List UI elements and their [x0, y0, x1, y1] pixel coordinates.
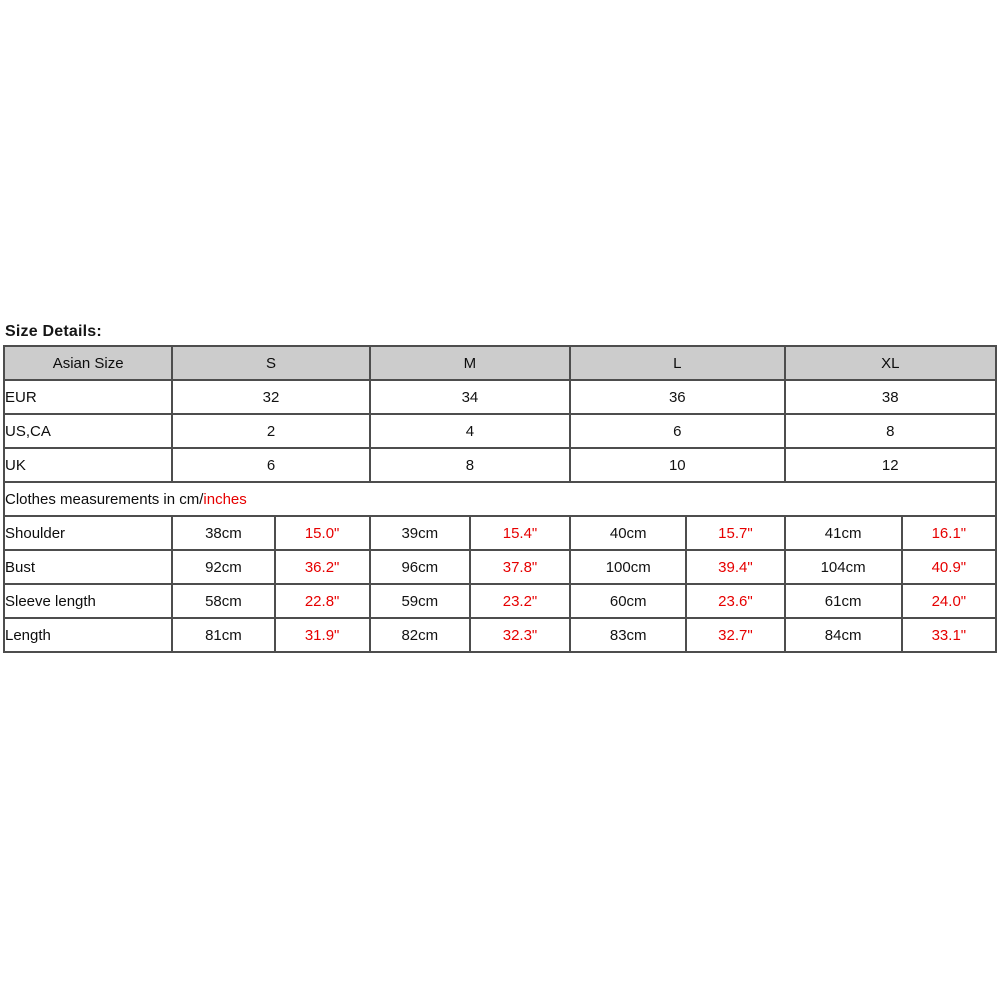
inch-value-cell: 40.9"	[900, 549, 998, 585]
cm-value-cell: 96cm	[368, 549, 471, 585]
row-label-cell: US,CA	[2, 413, 174, 449]
row-label-cell: EUR	[2, 379, 174, 415]
table-row-uk: UK 6 8 10 12	[2, 447, 997, 483]
inch-value-cell: 37.8"	[468, 549, 572, 585]
inch-value-cell: 22.8"	[273, 583, 371, 619]
size-header-m: M	[368, 345, 572, 381]
size-value-cell: 32	[171, 379, 371, 415]
cm-value-cell: 40cm	[569, 515, 688, 551]
table-row-length: Length 81cm 31.9" 82cm 32.3" 83cm 32.7" …	[2, 617, 998, 653]
table-row-note: Clothes measurements in cm/inches	[3, 481, 997, 517]
size-value-cell: 8	[783, 413, 997, 449]
inch-value-cell: 23.6"	[685, 583, 786, 619]
cm-value-cell: 82cm	[368, 617, 471, 653]
header-label-cell: Asian Size	[2, 345, 174, 381]
inch-value-cell: 23.2"	[468, 583, 572, 619]
size-details-section: Size Details: Asian Size S M L XL EUR 32…	[2, 323, 998, 653]
cm-value-cell: 58cm	[171, 583, 276, 619]
size-value-cell: 10	[569, 447, 786, 483]
measurements-note-cell: Clothes measurements in cm/inches	[3, 481, 997, 517]
cm-value-cell: 81cm	[171, 617, 276, 653]
size-value-cell: 4	[368, 413, 572, 449]
cm-value-cell: 92cm	[171, 549, 276, 585]
size-value-cell: 2	[171, 413, 371, 449]
cm-value-cell: 41cm	[783, 515, 903, 551]
inch-value-cell: 15.0"	[273, 515, 371, 551]
cm-value-cell: 104cm	[783, 549, 903, 585]
section-title: Size Details:	[5, 323, 102, 340]
cm-value-cell: 100cm	[569, 549, 688, 585]
inch-value-cell: 32.3"	[468, 617, 572, 653]
row-label-cell: Sleeve length	[2, 583, 174, 619]
size-header-l: L	[569, 345, 786, 381]
size-chart-table: Asian Size S M L XL EUR 32 34 36 38 US,C…	[2, 345, 998, 653]
row-label-cell: Shoulder	[2, 515, 174, 551]
cm-value-cell: 83cm	[569, 617, 688, 653]
note-text: Clothes measurements in cm/	[5, 490, 204, 508]
size-value-cell: 6	[569, 413, 786, 449]
inch-value-cell: 32.7"	[685, 617, 786, 653]
table-header-row: Asian Size S M L XL	[2, 345, 997, 381]
cm-value-cell: 60cm	[569, 583, 688, 619]
size-value-cell: 34	[368, 379, 572, 415]
cm-value-cell: 38cm	[171, 515, 276, 551]
inch-value-cell: 24.0"	[900, 583, 998, 619]
inch-value-cell: 33.1"	[900, 617, 998, 653]
table-row-shoulder: Shoulder 38cm 15.0" 39cm 15.4" 40cm 15.7…	[2, 515, 998, 551]
size-value-cell: 12	[783, 447, 997, 483]
size-value-cell: 6	[171, 447, 371, 483]
inch-value-cell: 36.2"	[273, 549, 371, 585]
size-value-cell: 38	[783, 379, 997, 415]
size-header-xl: XL	[783, 345, 997, 381]
cm-value-cell: 59cm	[368, 583, 471, 619]
row-label-cell: Bust	[2, 549, 174, 585]
inch-value-cell: 15.7"	[685, 515, 786, 551]
table-row-usca: US,CA 2 4 6 8	[2, 413, 997, 449]
inch-value-cell: 16.1"	[900, 515, 998, 551]
size-header-s: S	[171, 345, 371, 381]
inch-value-cell: 15.4"	[468, 515, 572, 551]
cm-value-cell: 39cm	[368, 515, 471, 551]
table-row-eur: EUR 32 34 36 38	[2, 379, 997, 415]
table-row-bust: Bust 92cm 36.2" 96cm 37.8" 100cm 39.4" 1…	[2, 549, 998, 585]
cm-value-cell: 84cm	[783, 617, 903, 653]
cm-value-cell: 61cm	[783, 583, 903, 619]
row-label-cell: UK	[2, 447, 174, 483]
inch-value-cell: 39.4"	[685, 549, 786, 585]
inch-value-cell: 31.9"	[273, 617, 371, 653]
table-row-sleeve-length: Sleeve length 58cm 22.8" 59cm 23.2" 60cm…	[2, 583, 998, 619]
size-value-cell: 8	[368, 447, 572, 483]
note-highlight-text: inches	[203, 490, 247, 508]
row-label-cell: Length	[2, 617, 174, 653]
size-value-cell: 36	[569, 379, 786, 415]
